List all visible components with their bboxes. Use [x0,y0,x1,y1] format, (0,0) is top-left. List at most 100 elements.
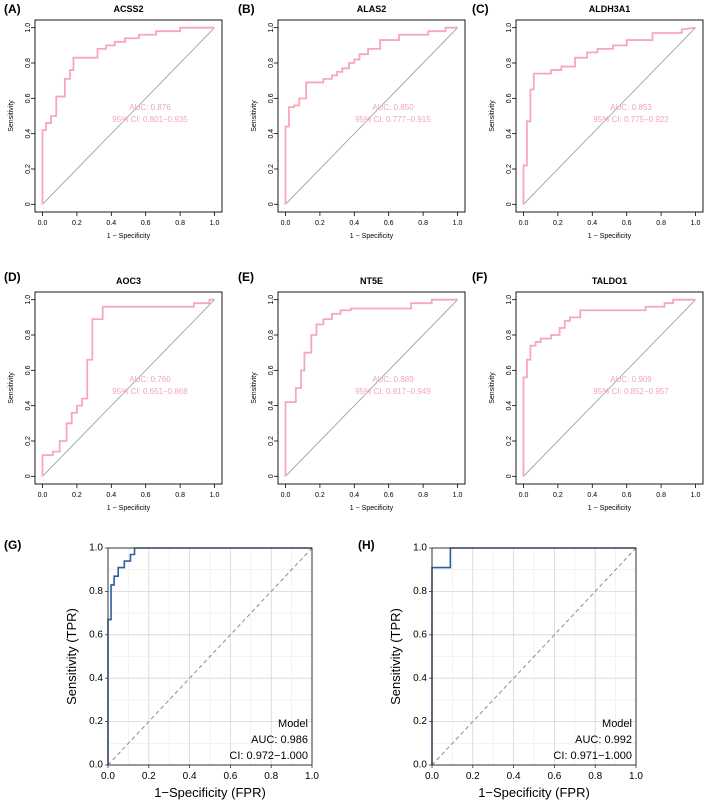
x-tick-label: 0.8 [264,771,278,782]
x-tick-label: 0.4 [183,771,197,782]
x-axis-label: 1 − Specificity [350,505,394,512]
ci-annotation: 95% CI: 0.852−0.957 [593,387,669,396]
diagonal-reference-line [285,27,458,205]
y-tick-label: 0 [268,474,275,478]
x-tick-label: 1.0 [691,220,701,227]
legend-title: Model [602,718,632,730]
x-tick-label: 0.4 [349,220,359,227]
x-axis-label: 1−Specificity (FPR) [478,785,590,800]
ci-annotation: 95% CI: 0.651−0.868 [112,387,188,396]
x-tick-label: 0.6 [547,771,561,782]
x-axis-label: 1−Specificity (FPR) [154,785,266,800]
x-axis-label: 1 − Specificity [107,505,151,512]
plot-frame [277,291,466,485]
x-tick-label: 0.0 [38,492,48,499]
y-tick-label: 1.0 [413,543,427,554]
y-tick-label: 0.4 [506,129,513,139]
y-tick-label: 0.8 [25,58,32,68]
x-tick-label: 0.2 [142,771,156,782]
y-tick-label: 0.4 [25,401,32,411]
y-tick-label: 0.6 [413,629,427,640]
y-tick-label: 0.8 [413,586,427,597]
panel-label: (G) [4,538,21,552]
x-tick-label: 0.6 [141,220,151,227]
panel-label: (D) [4,270,21,284]
y-tick-label: 0.6 [89,629,103,640]
y-tick-label: 0.2 [25,436,32,446]
x-tick-label: 1.0 [453,492,463,499]
y-tick-label: 0.6 [25,93,32,103]
y-tick-label: 1.0 [268,295,275,305]
panel-taldo1: (F) TALDO1 0 0.2 0.4 0.6 0.8 1.0 0.0 0.2 0.4 0.6 0.8… [472,270,704,512]
panel-aldh3a1: (C) ALDH3A1 0 0.2 0.4 0.6 0.8 1.0 0.0 0.2 0.4 0.6 0.… [472,2,704,240]
x-axis-label: 1 − Specificity [588,233,632,240]
y-tick-label: 0.8 [268,330,275,340]
panel-title: AOC3 [116,276,141,286]
x-tick-label: 0.0 [425,771,439,782]
panel-label: (B) [238,2,255,16]
diagonal-reference-line [523,299,696,477]
auc-annotation: AUC: 0.986 [251,734,308,746]
y-tick-label: 0.2 [268,436,275,446]
auc-annotation: AUC: 0.992 [575,734,632,746]
y-tick-label: 1.0 [25,23,32,33]
y-tick-label: 0.2 [268,164,275,174]
y-tick-label: 0.2 [506,164,513,174]
y-tick-label: 0.4 [413,673,427,684]
y-tick-label: 0.2 [89,716,103,727]
panel-title: TALDO1 [592,276,627,286]
y-tick-label: 0.4 [268,129,275,139]
panel-label: (A) [4,2,21,16]
x-axis-label: 1 − Specificity [350,233,394,240]
x-tick-label: 0.6 [141,492,151,499]
x-tick-label: 0.0 [281,220,291,227]
x-tick-label: 1.0 [305,771,319,782]
roc-curve [284,298,458,477]
x-tick-label: 1.0 [453,220,463,227]
x-tick-label: 0.0 [101,771,115,782]
y-tick-label: 0.0 [89,760,103,771]
x-tick-label: 1.0 [210,220,220,227]
legend-title: Model [278,718,308,730]
y-tick-label: 0.2 [413,716,427,727]
y-tick-label: 1.0 [25,295,32,305]
plot-frame [277,19,466,213]
y-tick-label: 0.4 [89,673,103,684]
y-tick-label: 1.0 [506,295,513,305]
x-tick-label: 0.6 [223,771,237,782]
x-tick-label: 0.8 [418,220,428,227]
x-tick-label: 0.2 [466,771,480,782]
x-tick-label: 0.8 [588,771,602,782]
x-tick-label: 0.2 [72,220,82,227]
x-axis-label: 1 − Specificity [107,233,151,240]
y-tick-label: 0.6 [268,365,275,375]
plot-frame [515,291,704,485]
x-tick-label: 0.4 [507,771,521,782]
y-tick-label: 0.6 [506,93,513,103]
y-tick-label: 0 [25,474,32,478]
diagonal-reference-line [431,547,637,766]
x-tick-label: 0.4 [587,492,597,499]
x-tick-label: 0.2 [553,492,563,499]
plot-frame [431,547,637,766]
ci-annotation: CI: 0.972−1.000 [229,750,308,762]
y-axis-label: Sensitivity [489,100,496,132]
x-tick-label: 0.4 [587,220,597,227]
auc-annotation: AUC: 0.850 [372,103,414,112]
y-axis-label: Sensitivity [489,372,496,404]
x-tick-label: 0.2 [553,220,563,227]
x-tick-label: 0.2 [315,492,325,499]
ci-annotation: 95% CI: 0.817−0.949 [355,387,431,396]
y-tick-label: 0.8 [25,330,32,340]
y-tick-label: 0.4 [506,401,513,411]
y-tick-label: 0.6 [25,365,32,375]
x-tick-label: 0.0 [281,492,291,499]
y-axis-label: Sensitivity [8,372,15,404]
y-tick-label: 0.4 [268,401,275,411]
y-axis-label: Sensitivity [8,100,15,132]
x-tick-label: 0.6 [622,492,632,499]
x-tick-label: 0.6 [622,220,632,227]
plot-frame [34,291,223,485]
y-tick-label: 0.0 [413,760,427,771]
